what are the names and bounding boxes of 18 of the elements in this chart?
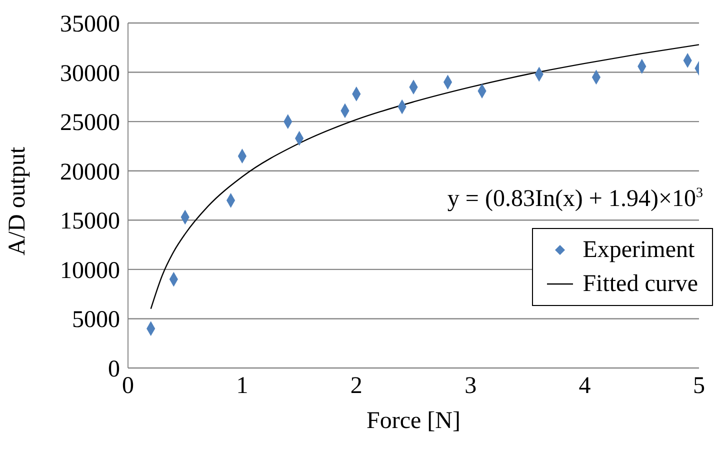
y-tick-label: 30000 xyxy=(60,60,120,87)
y-tick-label: 35000 xyxy=(60,12,120,38)
x-axis-title: Force [N] xyxy=(366,408,460,434)
y-tick-label: 0 xyxy=(108,356,120,383)
legend-label: Fitted curve xyxy=(582,270,698,299)
x-tick-label: 4 xyxy=(578,373,591,400)
y-tick-label: 15000 xyxy=(60,208,120,235)
x-tick-label: 1 xyxy=(236,373,248,400)
x-tick-label: 2 xyxy=(350,373,362,400)
x-tick-label: 3 xyxy=(464,373,477,400)
y-tick-label: 10000 xyxy=(60,258,120,284)
y-tick-label: 25000 xyxy=(60,110,120,136)
y-tick-label: 20000 xyxy=(60,159,120,186)
legend-label: Experiment xyxy=(582,236,695,265)
annotation: y = (0.83In(x) + 1.94)×10$^{3}$ xyxy=(447,186,703,212)
y-tick-label: 5000 xyxy=(72,307,120,334)
y-axis-title: A/D output xyxy=(4,146,31,256)
x-tick-label: 5 xyxy=(693,373,705,400)
